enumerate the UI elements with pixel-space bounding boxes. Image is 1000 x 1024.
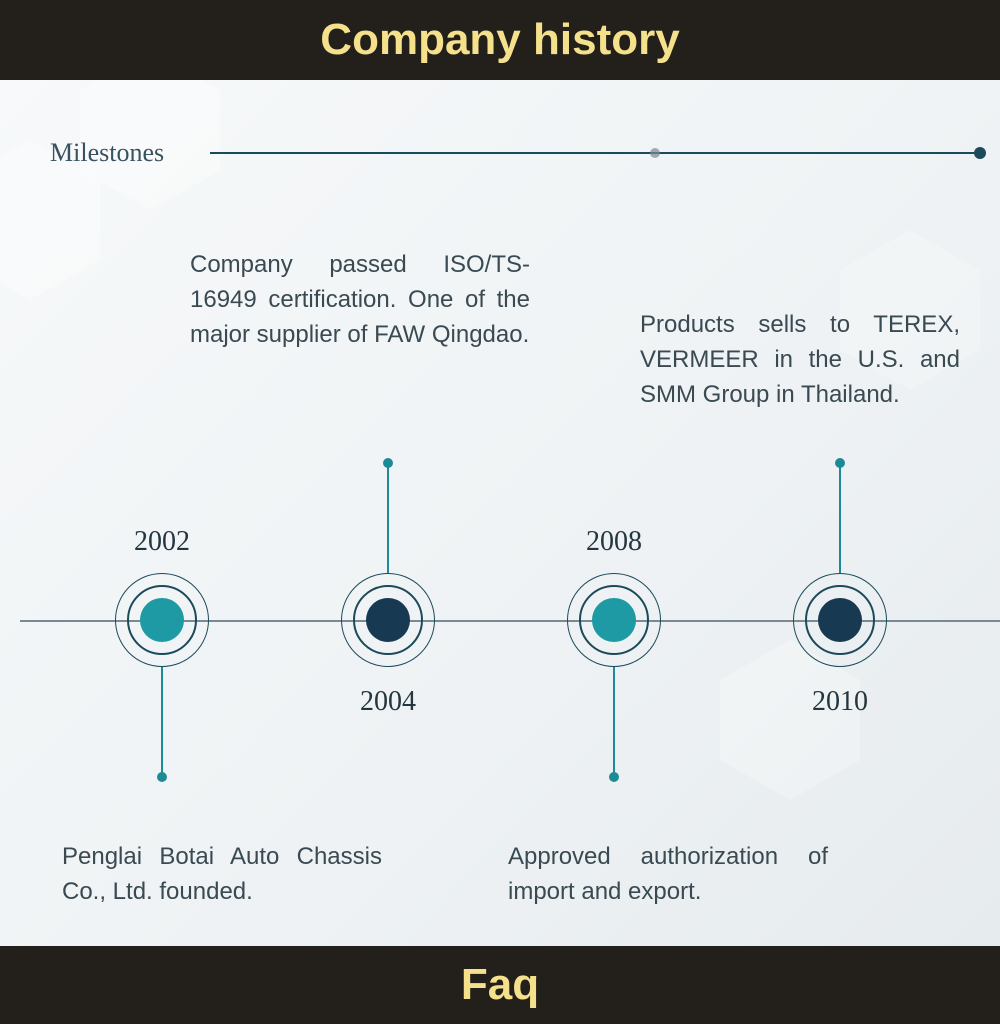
header-title: Company history [320, 15, 679, 64]
timeline-year: 2008 [586, 526, 642, 558]
timeline-panel: Milestones 2002 Penglai Botai Auto Chassi… [0, 80, 1000, 946]
timeline-description: Approved authorization of import and exp… [508, 840, 828, 910]
timeline-connector [613, 667, 615, 777]
footer-bar: Faq [0, 946, 1000, 1024]
section-title: Milestones [50, 138, 164, 168]
timeline-node [567, 573, 661, 667]
timeline-connector [839, 463, 841, 573]
timeline-connector [161, 667, 163, 777]
timeline-node [341, 573, 435, 667]
timeline-description: Penglai Botai Auto Chassis Co., Ltd. fou… [62, 840, 382, 910]
section-rule [210, 152, 980, 154]
timeline-connector [387, 463, 389, 573]
footer-title: Faq [461, 960, 539, 1009]
rule-mid-dot [650, 148, 660, 158]
timeline-year: 2010 [812, 686, 868, 718]
timeline-node [115, 573, 209, 667]
timeline-description: Company passed ISO/TS-16949 certificatio… [190, 248, 530, 352]
header-bar: Company history [0, 0, 1000, 80]
timeline-node [793, 573, 887, 667]
timeline-year: 2002 [134, 526, 190, 558]
timeline-year: 2004 [360, 686, 416, 718]
timeline-description: Products sells to TEREX, VERMEER in the … [640, 308, 960, 412]
